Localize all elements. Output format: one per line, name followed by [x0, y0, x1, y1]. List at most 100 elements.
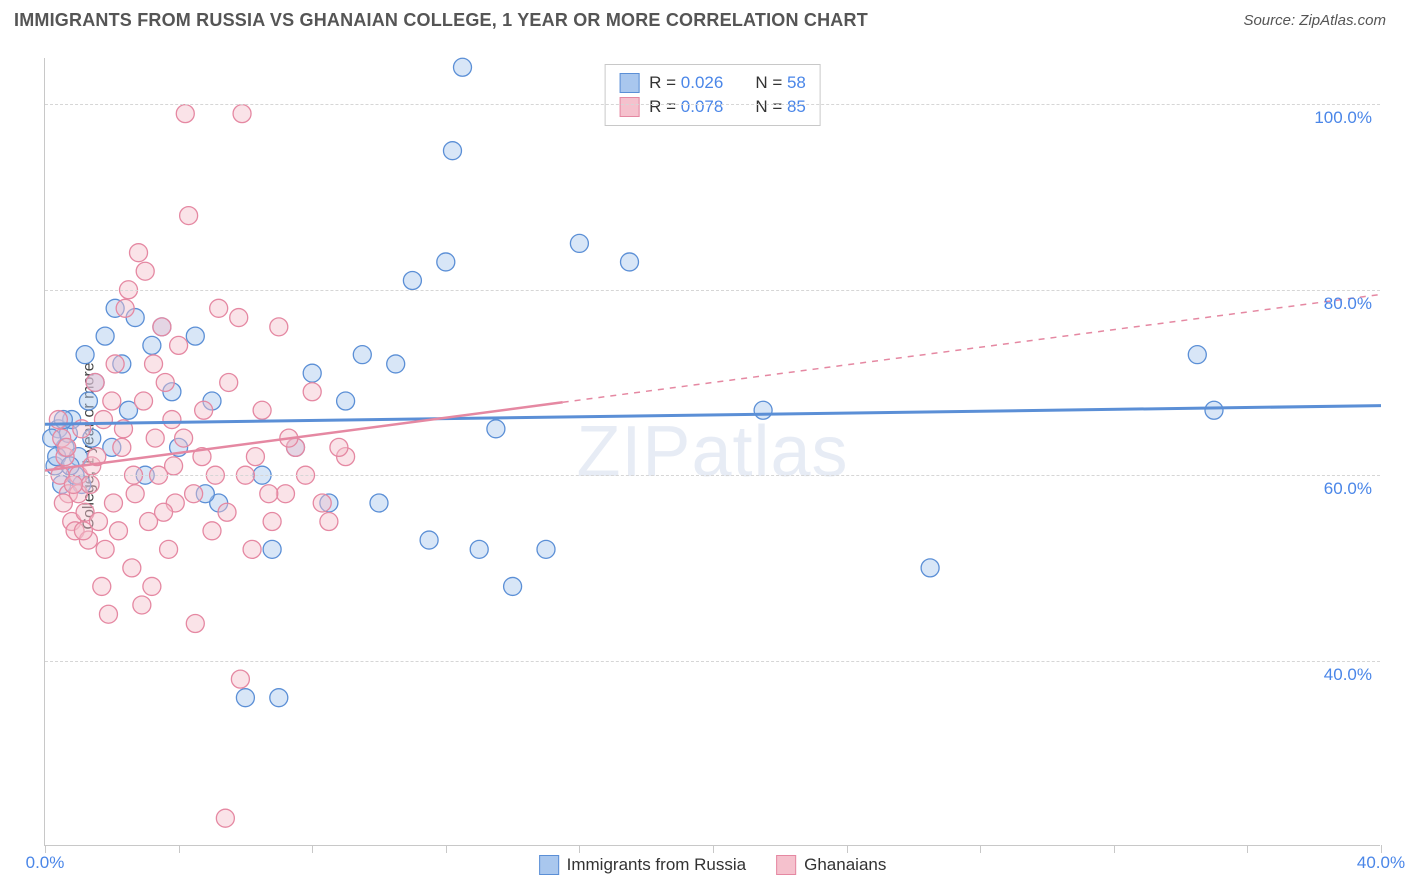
gridline	[45, 475, 1380, 476]
xtick	[312, 845, 313, 853]
chart-source: Source: ZipAtlas.com	[1243, 12, 1386, 29]
data-point	[270, 689, 288, 707]
data-point	[233, 105, 251, 123]
data-point	[260, 485, 278, 503]
xtick-label: 0.0%	[26, 853, 65, 873]
data-point	[145, 355, 163, 373]
data-point	[170, 336, 188, 354]
data-point	[303, 364, 321, 382]
stat-r-value: 0.078	[681, 97, 724, 116]
data-point	[420, 531, 438, 549]
stat-r-label: R = 0.078	[649, 97, 723, 117]
data-point	[403, 271, 421, 289]
data-point	[1188, 346, 1206, 364]
stat-n-label: N = 58	[755, 73, 806, 93]
legend-swatch	[619, 73, 639, 93]
data-point	[156, 373, 174, 391]
stat-r-label: R = 0.026	[649, 73, 723, 93]
data-point	[93, 577, 111, 595]
data-point	[754, 401, 772, 419]
gridline	[45, 104, 1380, 105]
legend-label: Immigrants from Russia	[567, 855, 746, 875]
data-point	[180, 207, 198, 225]
data-point	[143, 336, 161, 354]
xtick-label: 40.0%	[1357, 853, 1405, 873]
chart-header: IMMIGRANTS FROM RUSSIA VS GHANAIAN COLLE…	[0, 0, 1406, 37]
data-point	[143, 577, 161, 595]
data-point	[94, 411, 112, 429]
xtick	[45, 845, 46, 853]
stats-legend-row: R = 0.026 N = 58	[619, 71, 806, 95]
data-point	[135, 392, 153, 410]
data-point	[218, 503, 236, 521]
data-point	[246, 448, 264, 466]
data-point	[504, 577, 522, 595]
data-point	[195, 401, 213, 419]
data-point	[163, 411, 181, 429]
data-point	[130, 244, 148, 262]
series-legend: Immigrants from Russia Ghanaians	[539, 855, 887, 875]
data-point	[370, 494, 388, 512]
data-point	[921, 559, 939, 577]
xtick	[713, 845, 714, 853]
data-point	[106, 355, 124, 373]
legend-item: Immigrants from Russia	[539, 855, 746, 875]
data-point	[104, 494, 122, 512]
xtick	[1247, 845, 1248, 853]
stat-n-label: N = 85	[755, 97, 806, 117]
data-point	[253, 401, 271, 419]
data-point	[216, 809, 234, 827]
data-point	[236, 689, 254, 707]
xtick	[847, 845, 848, 853]
data-point	[487, 420, 505, 438]
stat-n-value: 85	[787, 97, 806, 116]
xtick	[1114, 845, 1115, 853]
data-point	[330, 438, 348, 456]
xtick	[446, 845, 447, 853]
legend-label: Ghanaians	[804, 855, 886, 875]
data-point	[54, 494, 72, 512]
xtick	[579, 845, 580, 853]
data-point	[203, 522, 221, 540]
trend-line-dashed	[563, 294, 1381, 402]
data-point	[109, 522, 127, 540]
data-point	[175, 429, 193, 447]
data-point	[537, 540, 555, 558]
data-point	[64, 475, 82, 493]
data-point	[49, 411, 67, 429]
data-point	[337, 392, 355, 410]
legend-swatch	[776, 855, 796, 875]
data-point	[621, 253, 639, 271]
stat-n-value: 58	[787, 73, 806, 92]
data-point	[96, 540, 114, 558]
data-point	[263, 513, 281, 531]
ytick-label: 40.0%	[1324, 665, 1372, 685]
data-point	[303, 383, 321, 401]
data-point	[220, 373, 238, 391]
data-point	[437, 253, 455, 271]
data-point	[263, 540, 281, 558]
ytick-label: 100.0%	[1314, 108, 1372, 128]
data-point	[123, 559, 141, 577]
data-point	[186, 615, 204, 633]
data-point	[165, 457, 183, 475]
data-point	[243, 540, 261, 558]
gridline	[45, 290, 1380, 291]
data-point	[230, 309, 248, 327]
data-point	[353, 346, 371, 364]
data-point	[79, 392, 97, 410]
data-point	[146, 429, 164, 447]
data-point	[99, 605, 117, 623]
data-point	[231, 670, 249, 688]
stats-legend: R = 0.026 N = 58 R = 0.078 N = 85	[604, 64, 821, 126]
legend-swatch	[619, 97, 639, 117]
gridline	[45, 661, 1380, 662]
xtick	[179, 845, 180, 853]
data-point	[270, 318, 288, 336]
ytick-label: 60.0%	[1324, 479, 1372, 499]
data-point	[155, 503, 173, 521]
data-point	[1205, 401, 1223, 419]
data-point	[185, 485, 203, 503]
data-point	[210, 299, 228, 317]
legend-item: Ghanaians	[776, 855, 886, 875]
